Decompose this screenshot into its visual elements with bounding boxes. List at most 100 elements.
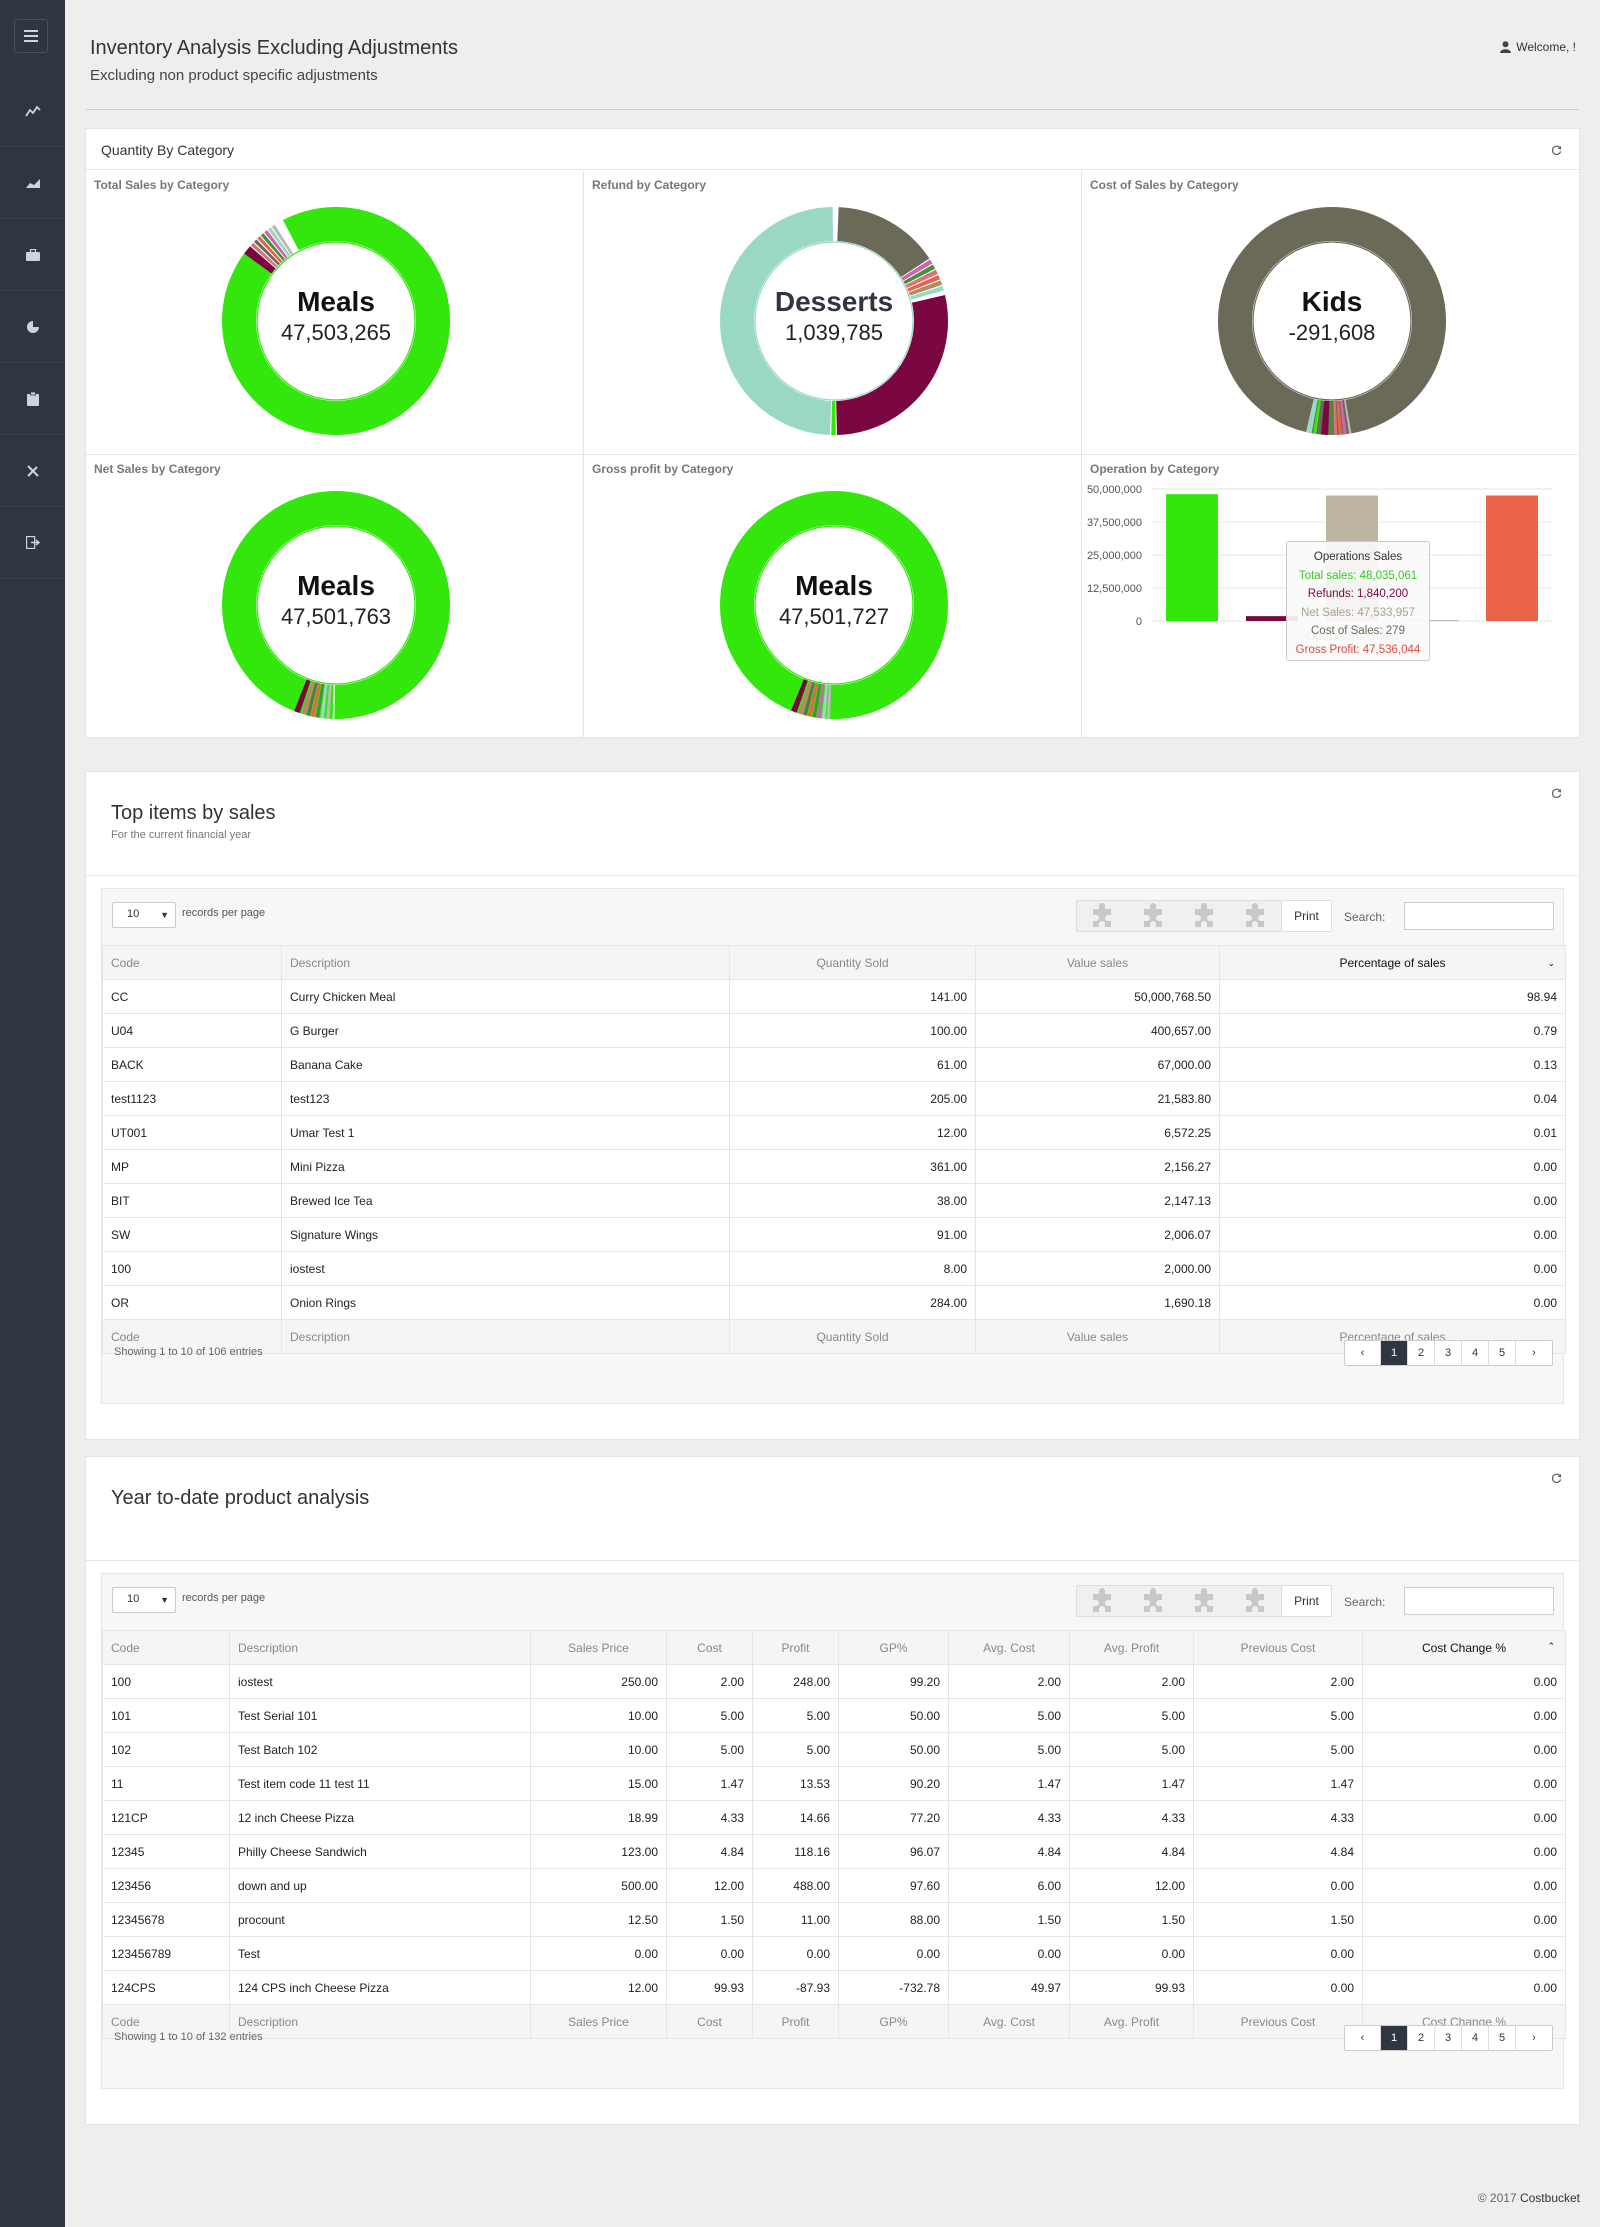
table-row[interactable]: OR Onion Rings 284.00 1,690.18 0.00	[102, 1285, 1566, 1320]
table-cell: 5.00	[948, 1698, 1070, 1733]
column-header[interactable]: Code	[102, 1630, 230, 1665]
page-button[interactable]: 2	[1408, 2026, 1435, 2050]
net-sales-donut[interactable]	[221, 490, 451, 720]
table-row[interactable]: SW Signature Wings 91.00 2,006.07 0.00	[102, 1217, 1566, 1252]
column-header[interactable]: Previous Cost	[1193, 1630, 1363, 1665]
column-header[interactable]: Avg. Profit	[1069, 1630, 1194, 1665]
user-menu[interactable]: Welcome, !	[1500, 40, 1576, 54]
page-length-select[interactable]: 10 ▼	[112, 1587, 176, 1613]
table-row[interactable]: 124CPS 124 CPS inch Cheese Pizza 12.00 99.9…	[102, 1970, 1566, 2005]
next-page-button[interactable]: ›	[1532, 2032, 1536, 2044]
refresh-button[interactable]	[1549, 786, 1563, 800]
print-button[interactable]: Print	[1281, 1586, 1331, 1616]
table-cell: 121CP	[102, 1800, 230, 1835]
refund-donut[interactable]	[719, 206, 949, 436]
cost-of-sales-donut[interactable]	[1217, 206, 1447, 436]
page-button[interactable]: 1	[1381, 1341, 1408, 1365]
sidebar-item-logout[interactable]	[0, 507, 65, 579]
export-pdf-button[interactable]	[1230, 901, 1281, 931]
prev-page-button[interactable]: ‹	[1345, 1341, 1381, 1365]
sidebar-item-sales[interactable]	[0, 147, 65, 219]
table-cell: 4.84	[666, 1834, 753, 1869]
column-header-sorted[interactable]: Cost Change % ⌃	[1362, 1630, 1566, 1665]
menu-toggle-button[interactable]	[14, 19, 48, 53]
export-pdf-button[interactable]	[1230, 1586, 1281, 1616]
table-row[interactable]: 11 Test item code 11 test 11 15.00 1.47 13.5…	[102, 1766, 1566, 1801]
column-header-sorted[interactable]: Percentage of sales ⌄	[1219, 945, 1566, 980]
table-row[interactable]: UT001 Umar Test 1 12.00 6,572.25 0.01	[102, 1115, 1566, 1150]
table-row[interactable]: U04 G Burger 100.00 400,657.00 0.79	[102, 1013, 1566, 1048]
page-button[interactable]: 3	[1435, 1341, 1462, 1365]
export-copy-button[interactable]	[1077, 1586, 1128, 1616]
table-cell: 0.00	[1219, 1183, 1566, 1218]
export-copy-button[interactable]	[1077, 901, 1128, 931]
export-excel-button[interactable]	[1179, 901, 1230, 931]
column-header[interactable]: Quantity Sold	[729, 945, 976, 980]
total-sales-donut[interactable]	[221, 206, 451, 436]
page-button[interactable]: 5	[1489, 2026, 1516, 2050]
table-row[interactable]: BIT Brewed Ice Tea 38.00 2,147.13 0.00	[102, 1183, 1566, 1218]
footer-brand-link[interactable]: Costbucket	[1519, 2191, 1580, 2205]
column-header[interactable]: GP%	[838, 1630, 949, 1665]
table-row[interactable]: 123456789 Test 0.00 0.00 0.00 0.00 0.00 0.00 0.0…	[102, 1936, 1566, 1971]
table-row[interactable]: 123456 down and up 500.00 12.00 488.00 97.60 6…	[102, 1868, 1566, 1903]
panel-header: Quantity By Category	[86, 129, 1579, 170]
page-button[interactable]: 4	[1462, 1341, 1489, 1365]
bar-gross-profit[interactable]	[1486, 495, 1538, 621]
table-cell: 123456	[102, 1868, 230, 1903]
print-button[interactable]: Print	[1281, 901, 1331, 931]
export-csv-button[interactable]	[1128, 901, 1179, 931]
column-header[interactable]: Profit	[752, 1630, 839, 1665]
page-button[interactable]: 3	[1435, 2026, 1462, 2050]
table-cell: 1.47	[666, 1766, 753, 1801]
table-row[interactable]: 12345 Philly Cheese Sandwich 123.00 4.84 118…	[102, 1834, 1566, 1869]
sidebar-item-analysis[interactable]	[0, 291, 65, 363]
table-row[interactable]: 12345678 procount 12.50 1.50 11.00 88.00 1.50 1…	[102, 1902, 1566, 1937]
table-cell: procount	[229, 1902, 531, 1937]
search-input[interactable]	[1404, 1587, 1554, 1615]
page-button[interactable]: 2	[1408, 1341, 1435, 1365]
page-button[interactable]: 5	[1489, 1341, 1516, 1365]
bar-cost-of-sales[interactable]	[1406, 620, 1458, 622]
top-category-name: Meals	[795, 570, 873, 601]
column-header[interactable]: Description	[229, 1630, 531, 1665]
table-cell: -732.78	[838, 1970, 949, 2005]
puzzle-icon	[1143, 903, 1162, 927]
column-header[interactable]: Code	[102, 945, 282, 980]
page-button[interactable]: 1	[1381, 2026, 1408, 2050]
table-row[interactable]: test1123 test123 205.00 21,583.80 0.04	[102, 1081, 1566, 1116]
column-header[interactable]: Value sales	[975, 945, 1220, 980]
table-row[interactable]: CC Curry Chicken Meal 141.00 50,000,768.50 9…	[102, 979, 1566, 1014]
column-header[interactable]: Sales Price	[530, 1630, 667, 1665]
pie-chart-icon	[26, 320, 39, 333]
sidebar-item-tools[interactable]	[0, 435, 65, 507]
refresh-button[interactable]	[1549, 1471, 1563, 1485]
table-row[interactable]: 100 iostest 8.00 2,000.00 0.00	[102, 1251, 1566, 1286]
tooltip-line: Total sales: 48,035,061	[1298, 569, 1418, 582]
bar-refunds[interactable]	[1246, 616, 1298, 621]
table-row[interactable]: 121CP 12 inch Cheese Pizza 18.99 4.33 14.66 7…	[102, 1800, 1566, 1835]
table-row[interactable]: 101 Test Serial 101 10.00 5.00 5.00 50.00 5.00…	[102, 1698, 1566, 1733]
export-excel-button[interactable]	[1179, 1586, 1230, 1616]
sidebar-item-inventory[interactable]	[0, 219, 65, 291]
top-category-name: Kids	[1301, 286, 1363, 317]
column-header[interactable]: Description	[281, 945, 730, 980]
table-row[interactable]: BACK Banana Cake 61.00 67,000.00 0.13	[102, 1047, 1566, 1082]
export-csv-button[interactable]	[1128, 1586, 1179, 1616]
page-length-select[interactable]: 10 ▼	[112, 902, 176, 928]
sidebar-item-trends[interactable]	[0, 75, 65, 147]
column-header[interactable]: Cost	[666, 1630, 753, 1665]
sidebar-item-reports[interactable]	[0, 363, 65, 435]
prev-page-button[interactable]: ‹	[1345, 2026, 1381, 2050]
table-row[interactable]: 100 iostest 250.00 2.00 248.00 99.20 2.00 2.00 2…	[102, 1664, 1566, 1699]
table-row[interactable]: 102 Test Batch 102 10.00 5.00 5.00 50.00 5.00 5…	[102, 1732, 1566, 1767]
search-input[interactable]	[1404, 902, 1554, 930]
bar-total-sales[interactable]	[1166, 494, 1218, 621]
page-button[interactable]: 4	[1462, 2026, 1489, 2050]
next-page-button[interactable]: ›	[1532, 1347, 1536, 1359]
refresh-button[interactable]	[1549, 143, 1563, 157]
table-row[interactable]: MP Mini Pizza 361.00 2,156.27 0.00	[102, 1149, 1566, 1184]
column-header[interactable]: Avg. Cost	[948, 1630, 1070, 1665]
gross-profit-donut[interactable]	[719, 490, 949, 720]
footer: © 2017 Costbucket	[1478, 2191, 1580, 2205]
